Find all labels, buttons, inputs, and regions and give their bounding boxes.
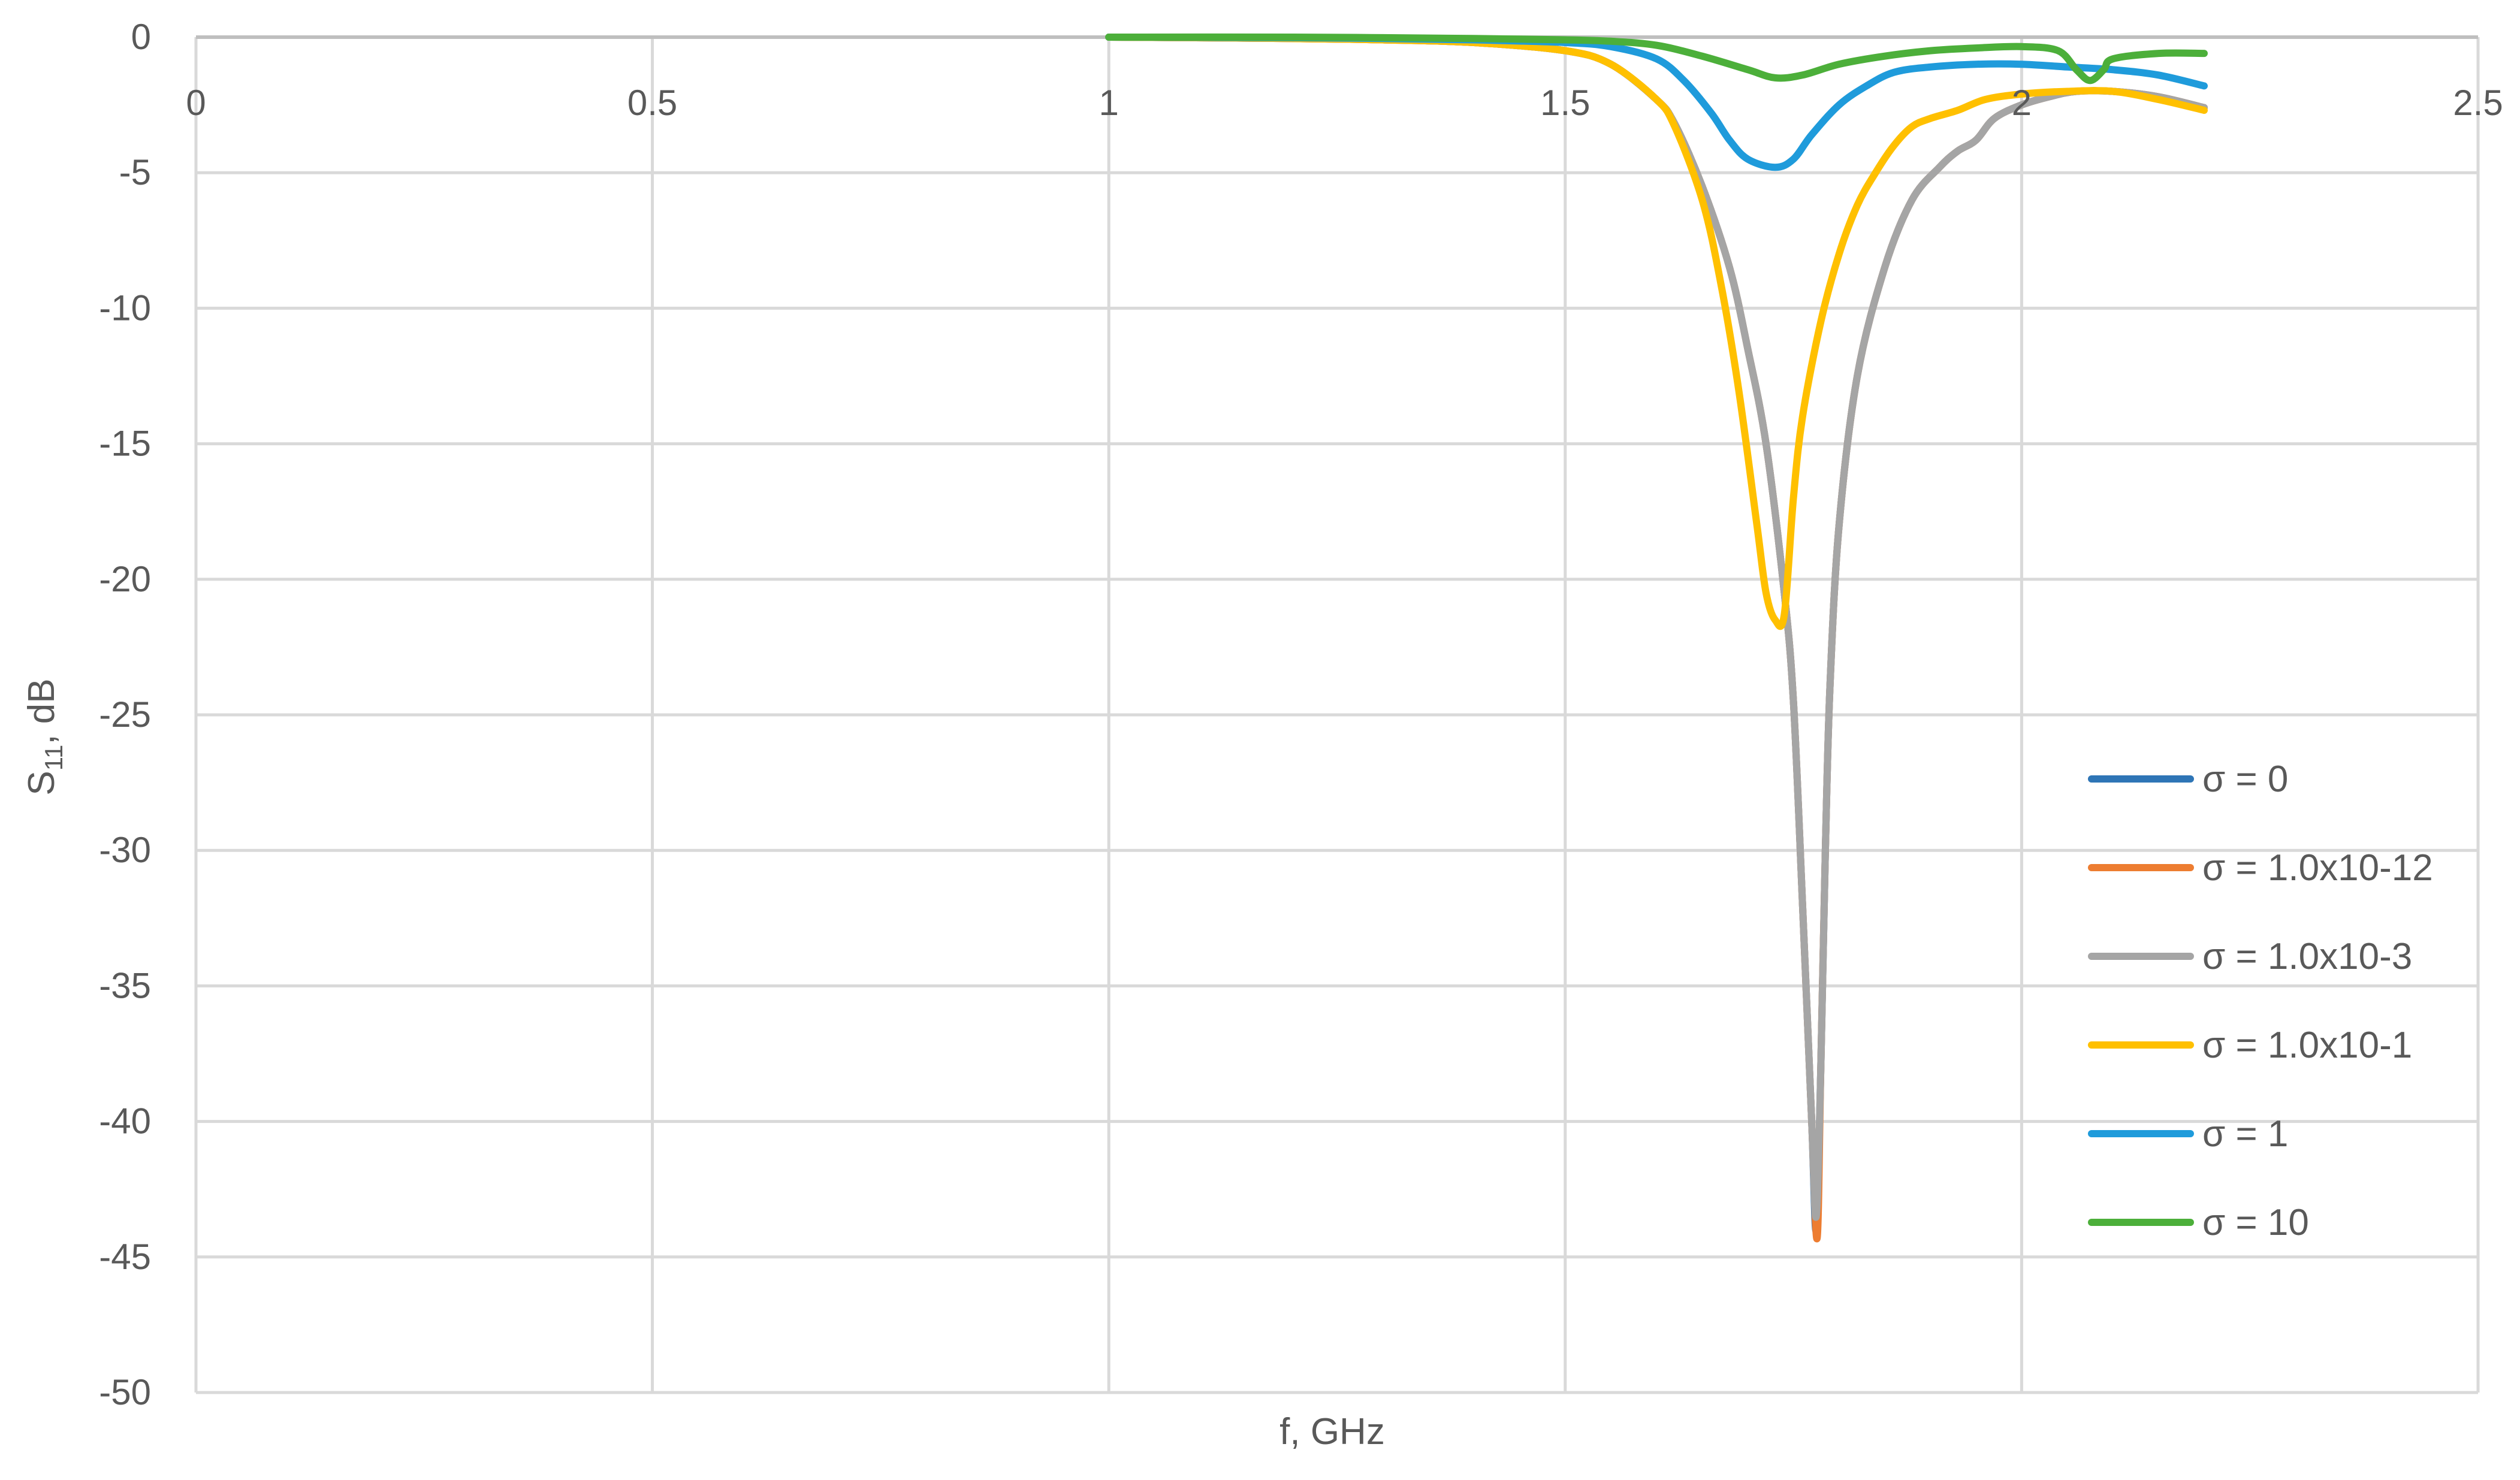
y-tick-label: 0	[131, 17, 151, 57]
series-lines	[1105, 33, 2208, 1243]
y-axis-title: S11, dB	[21, 678, 68, 795]
x-tick-label: 0.5	[627, 83, 677, 123]
y-axis-title-suffix: , dB	[21, 678, 62, 744]
y-tick-label: -15	[99, 424, 151, 464]
x-tick-label: 2.5	[2453, 83, 2503, 123]
series-line	[1105, 34, 2208, 1243]
y-tick-label: -30	[99, 830, 151, 870]
legend-label: σ = 0	[2202, 759, 2288, 800]
y-tick-label: -5	[119, 152, 151, 192]
y-axis-title-subscript: 11	[40, 745, 68, 771]
x-axis-title: f, GHz	[1279, 1411, 1385, 1452]
y-tick-label: -25	[99, 694, 151, 735]
gridlines	[194, 35, 2480, 1394]
legend-label: σ = 1.0x10-1	[2202, 1025, 2412, 1066]
x-tick-label: 1.5	[1540, 83, 1590, 123]
tick-labels: 0 -5 -10 -15 -20 -25 -30 -35 -40 -45 -50 0 0.5 1 1.5 2 2…	[99, 17, 2503, 1412]
legend-label: σ = 1	[2202, 1113, 2288, 1155]
legend-label: σ = 1.0x10-12	[2202, 847, 2433, 889]
series-line	[1105, 34, 2208, 1235]
legend-label: σ = 1.0x10-3	[2202, 936, 2412, 977]
y-tick-label: -10	[99, 288, 151, 328]
y-tick-label: -45	[99, 1237, 151, 1277]
y-tick-label: -50	[99, 1372, 151, 1412]
series-line	[1105, 34, 2208, 630]
x-tick-label: 1	[1099, 83, 1119, 123]
legend: σ = 0 σ = 1.0x10-12 σ = 1.0x10-3 σ = 1.0x10…	[2088, 759, 2433, 1243]
y-tick-label: -40	[99, 1101, 151, 1141]
x-tick-label: 0	[186, 83, 206, 123]
x-tick-label: 2	[2012, 83, 2032, 123]
legend-label: σ = 10	[2202, 1202, 2309, 1243]
y-tick-label: -20	[99, 559, 151, 599]
y-axis-title-main: S	[21, 771, 62, 795]
series-line	[1105, 34, 2208, 1221]
series-line	[1105, 33, 2208, 84]
y-tick-label: -35	[99, 965, 151, 1005]
